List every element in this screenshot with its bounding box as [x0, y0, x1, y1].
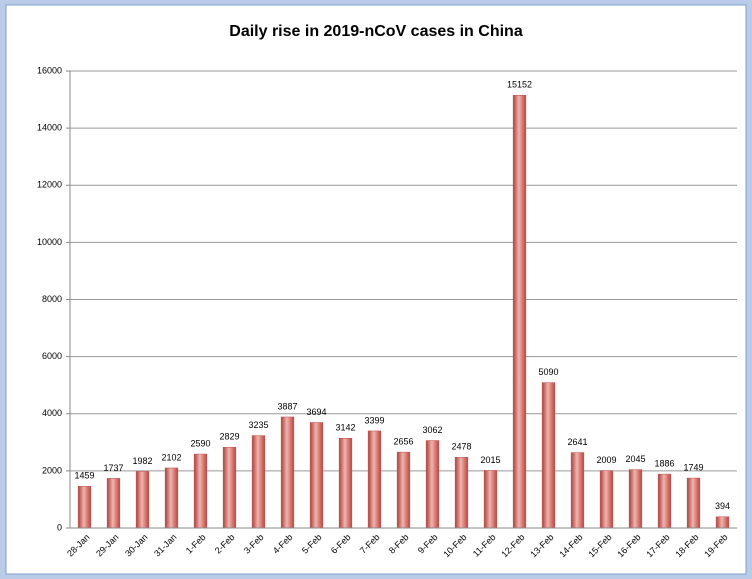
data-label: 15152	[507, 80, 532, 90]
data-label: 3694	[306, 407, 326, 417]
data-label: 1737	[103, 463, 123, 473]
y-tick-label: 12000	[37, 180, 62, 190]
y-tick-label: 6000	[42, 351, 62, 361]
bar	[657, 473, 672, 529]
bar	[483, 470, 498, 529]
bar	[193, 453, 208, 529]
data-label: 2641	[567, 437, 587, 447]
bar	[77, 486, 92, 529]
data-label: 3142	[335, 423, 355, 433]
bar	[715, 516, 730, 529]
bar	[164, 467, 179, 529]
data-label: 2478	[451, 442, 471, 452]
y-tick-label: 14000	[37, 123, 62, 133]
bar	[628, 469, 643, 529]
bar	[135, 471, 150, 529]
data-label: 2590	[190, 438, 210, 448]
bar	[599, 470, 614, 529]
bar	[425, 440, 440, 529]
data-label: 2656	[393, 437, 413, 447]
bar	[280, 416, 295, 529]
bar	[367, 430, 382, 529]
y-tick-label: 10000	[37, 237, 62, 247]
bar	[106, 478, 121, 529]
data-label: 2015	[480, 455, 500, 465]
data-label: 2045	[625, 454, 645, 464]
bar	[570, 452, 585, 529]
bar	[454, 456, 469, 529]
data-label: 2829	[219, 432, 239, 442]
data-label: 3235	[248, 420, 268, 430]
bar	[251, 435, 266, 529]
bar	[222, 446, 237, 529]
y-tick-label: 8000	[42, 294, 62, 304]
data-label: 1886	[654, 459, 674, 469]
y-tick-label: 2000	[42, 465, 62, 475]
data-label: 1459	[74, 471, 94, 481]
data-label: 394	[715, 501, 730, 511]
data-label: 1982	[132, 456, 152, 466]
data-label: 3887	[277, 401, 297, 411]
bar	[309, 422, 324, 529]
bar	[541, 382, 556, 529]
data-label: 1749	[683, 462, 703, 472]
y-tick-label: 0	[57, 522, 62, 532]
bar	[512, 94, 527, 529]
y-tick-label: 4000	[42, 408, 62, 418]
bar	[686, 477, 701, 529]
data-label: 5090	[538, 367, 558, 377]
data-label: 2102	[161, 452, 181, 462]
data-label: 2009	[596, 455, 616, 465]
bar	[396, 451, 411, 529]
data-label: 3399	[364, 415, 384, 425]
chart-title: Daily rise in 2019-nCoV cases in China	[229, 23, 523, 40]
bar	[338, 438, 353, 529]
data-label: 3062	[422, 425, 442, 435]
y-tick-label: 16000	[37, 65, 62, 75]
